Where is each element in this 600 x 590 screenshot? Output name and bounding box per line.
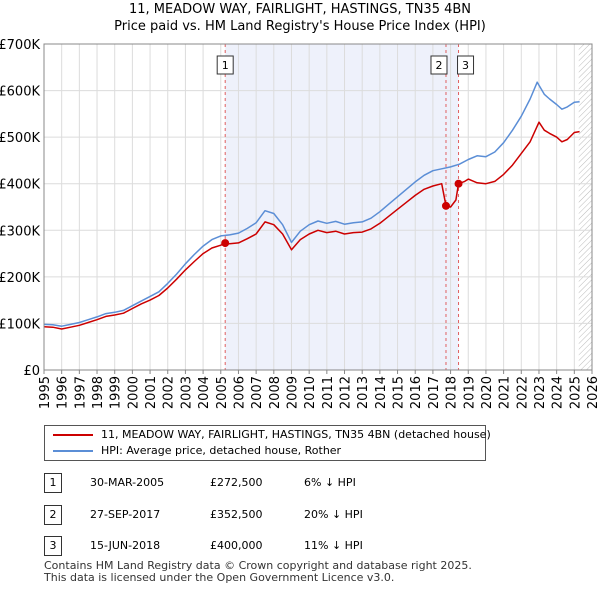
y-tick-label: £600K [0,85,40,100]
x-tick-label: 2024 [551,376,566,409]
x-tick-label: 2022 [515,376,530,409]
sale-label-text: 2 [435,59,442,72]
legend-swatch-blue [53,450,93,452]
footer-line2: This data is licensed under the Open Gov… [44,571,395,584]
y-tick-label: £100K [0,317,40,332]
plot-frame [43,43,593,371]
x-tick-label: 2004 [197,376,212,409]
property-price-line [43,121,580,330]
ownership-shade [225,44,459,370]
x-tick-label: 1997 [73,376,88,409]
chart-title-line1: 11, MEADOW WAY, FAIRLIGHT, HASTINGS, TN3… [128,2,472,17]
transaction-badge: 3 [44,536,62,556]
x-tick-label: 2008 [268,376,283,409]
sale-point [441,201,450,210]
x-tick-label: 2025 [568,376,583,409]
x-tick-label: 2002 [162,376,177,409]
x-tick-label: 2013 [356,376,371,409]
transaction-hpi: 11% ↓ HPI [304,539,363,552]
legend-label-hpi: HPI: Average price, detached house, Roth… [101,444,342,457]
transaction-price: £400,000 [210,539,263,552]
sale-label-text: 1 [222,59,229,72]
x-tick-label: 2010 [303,376,318,409]
hpi-line [43,81,580,327]
x-tick-label: 1998 [91,376,106,409]
sale-label-text: 3 [462,59,469,72]
sale-point [221,239,230,248]
transaction-badge: 1 [44,473,62,493]
x-tick-label: 1995 [38,376,53,409]
x-tick-label: 1999 [109,376,124,409]
legend-swatch-red [53,434,93,436]
transaction-price: £352,500 [210,508,263,521]
x-tick-label: 2023 [533,376,548,409]
x-tick-label: 2000 [126,376,141,409]
transaction-date: 30-MAR-2005 [90,476,165,489]
x-tick-label: 2026 [586,376,600,409]
y-tick-label: £700K [0,38,40,53]
transaction-badge: 2 [44,505,62,525]
footer-line1: Contains HM Land Registry data © Crown c… [44,559,472,572]
x-tick-label: 2007 [250,376,265,409]
y-tick-label: £300K [0,224,40,239]
x-tick-label: 2016 [409,376,424,409]
legend-entry-property: 11, MEADOW WAY, FAIRLIGHT, HASTINGS, TN3… [53,427,491,443]
x-tick-label: 2005 [215,376,230,409]
sale-label-box [430,55,448,75]
x-tick-label: 2012 [339,376,354,409]
sale-label-box [457,55,475,75]
legend: 11, MEADOW WAY, FAIRLIGHT, HASTINGS, TN3… [44,425,491,461]
price-chart: 1 2 3 £0 £100K £200K £300K £400K £500K £600K £700K… [0,38,600,409]
x-tick-label: 2009 [285,376,300,409]
y-tick-label: £200K [0,271,40,286]
sale-point [454,179,463,188]
x-tick-label: 2019 [462,376,477,409]
y-tick-label: £500K [0,131,40,146]
transaction-hpi: 6% ↓ HPI [304,476,356,489]
x-tick-label: 2003 [179,376,194,409]
transaction-date: 27-SEP-2017 [90,508,161,521]
transaction-price: £272,500 [210,476,263,489]
x-tick-label: 2015 [392,376,407,409]
x-tick-label: 2017 [427,376,442,409]
x-tick-label: 2006 [232,376,247,409]
chart-title-line2: Price paid vs. HM Land Registry's House … [114,19,486,34]
transaction-date: 15-JUN-2018 [90,539,161,552]
x-tick-label: 1996 [56,376,71,409]
forecast-hatch [578,44,592,370]
transaction-hpi: 20% ↓ HPI [304,508,363,521]
x-tick-label: 2020 [480,376,495,409]
x-tick-label: 2018 [445,376,460,409]
legend-entry-hpi: HPI: Average price, detached house, Roth… [53,443,341,459]
y-tick-label: £400K [0,178,40,193]
x-tick-label: 2001 [144,376,159,409]
x-tick-label: 2021 [498,376,513,409]
chart-title: 11, MEADOW WAY, FAIRLIGHT, HASTINGS, TN3… [0,1,600,35]
x-tick-label: 2014 [374,376,389,409]
sale-label-box [216,55,234,75]
footer: Contains HM Land Registry data © Crown c… [44,560,472,584]
legend-label-property: 11, MEADOW WAY, FAIRLIGHT, HASTINGS, TN3… [101,428,491,441]
x-tick-label: 2011 [321,376,336,409]
y-tick-label: £0 [23,364,40,379]
